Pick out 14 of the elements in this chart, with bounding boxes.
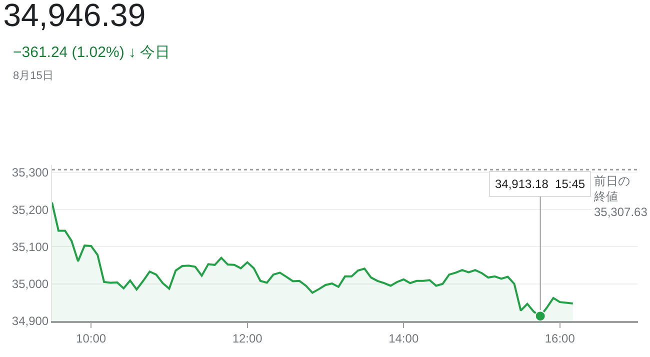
y-tick-label: 35,300	[12, 166, 49, 180]
chart-title: 34,946.39	[3, 0, 146, 33]
x-tick-label: 12:00	[232, 331, 263, 346]
y-tick-label: 35,100	[12, 240, 49, 254]
y-tick-label: 35,200	[12, 202, 49, 217]
x-tick-label: 10:00	[76, 331, 106, 346]
ref-line-label: 前日の終値 35,307.63	[593, 174, 648, 220]
y-tick-label: 34,900	[12, 314, 49, 328]
x-tick-label: 16:00	[544, 331, 576, 346]
y-tick-label: 35,000	[12, 277, 49, 292]
annotation: 34,913.18 15:45	[495, 177, 586, 191]
x-tick-label: 14:00	[388, 331, 419, 346]
text: 8月15日	[13, 70, 54, 82]
chart-subtitle: −361.24 (1.02%) ↓ 今日	[13, 44, 170, 61]
